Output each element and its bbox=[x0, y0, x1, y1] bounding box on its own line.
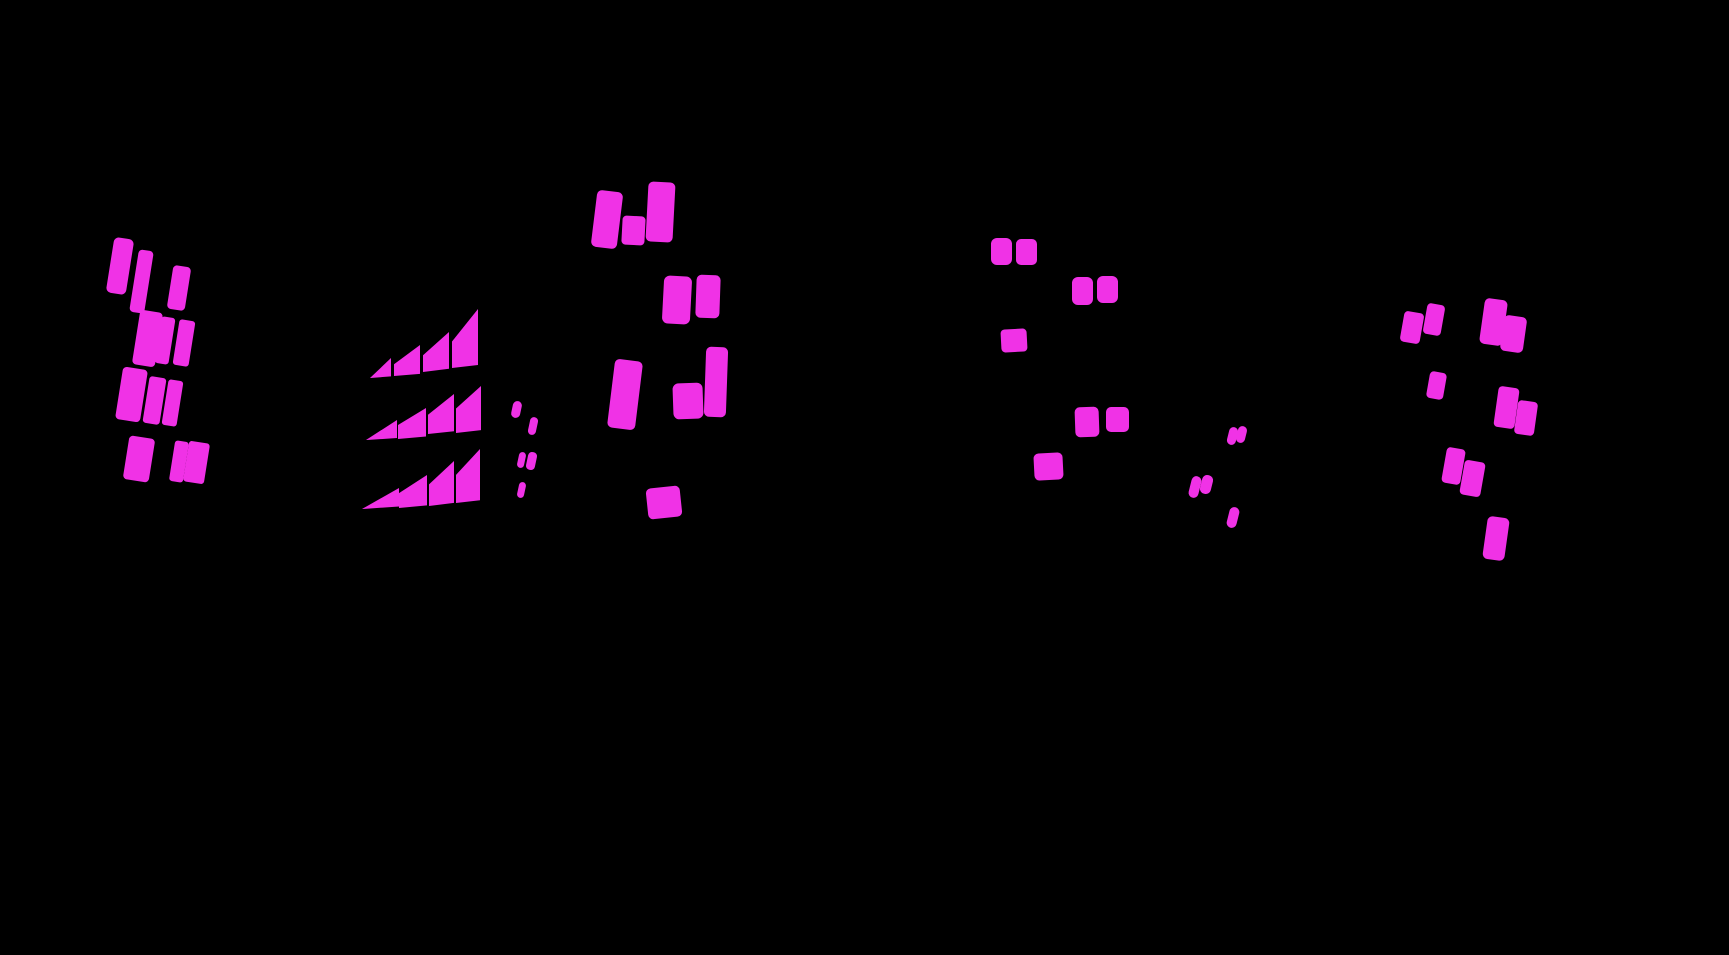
window-sliver bbox=[510, 400, 523, 419]
window-bar bbox=[122, 435, 156, 483]
window-rect bbox=[695, 274, 721, 319]
window-bar bbox=[172, 319, 196, 367]
window-square bbox=[1072, 277, 1093, 305]
window-square bbox=[1074, 406, 1100, 438]
window-square bbox=[1000, 328, 1028, 353]
window-rect bbox=[1499, 314, 1528, 354]
window-sliver bbox=[525, 451, 538, 471]
window-square bbox=[1016, 239, 1037, 265]
window-trapezoid bbox=[429, 461, 454, 506]
window-trapezoid bbox=[452, 309, 478, 368]
window-rect bbox=[621, 215, 646, 246]
window-sliver bbox=[527, 416, 539, 436]
window-rect bbox=[645, 181, 676, 243]
window-square bbox=[1097, 276, 1118, 303]
window-square bbox=[991, 238, 1012, 265]
window-bar bbox=[105, 236, 135, 296]
window-trapezoid bbox=[398, 408, 426, 439]
window-square bbox=[1033, 452, 1064, 481]
window-sliver bbox=[1225, 506, 1241, 529]
window-trapezoid bbox=[399, 475, 427, 508]
window-rect bbox=[672, 382, 704, 420]
window-bar bbox=[166, 264, 192, 312]
window-sliver bbox=[1198, 473, 1215, 496]
window-rect bbox=[645, 485, 683, 520]
window-rect bbox=[661, 275, 693, 325]
window-trapezoid bbox=[428, 394, 454, 434]
window-rect bbox=[1459, 459, 1486, 498]
window-rect bbox=[1399, 310, 1425, 345]
window-trapezoid bbox=[456, 386, 481, 433]
window-trapezoid bbox=[366, 420, 397, 440]
window-rect bbox=[1422, 302, 1446, 337]
window-rect bbox=[1425, 370, 1448, 401]
window-trapezoid bbox=[394, 345, 420, 376]
window-bar bbox=[129, 249, 154, 314]
window-trapezoid bbox=[370, 358, 391, 378]
window-rect bbox=[590, 189, 624, 250]
window-trapezoid bbox=[362, 488, 399, 509]
window-rect bbox=[703, 346, 729, 418]
window-rect bbox=[1482, 515, 1510, 562]
window-square bbox=[1106, 407, 1129, 432]
window-rect bbox=[606, 358, 644, 431]
window-trapezoid bbox=[456, 449, 480, 503]
window-sliver bbox=[516, 481, 527, 499]
window-rect bbox=[1513, 399, 1539, 437]
window-trapezoid bbox=[423, 332, 449, 372]
